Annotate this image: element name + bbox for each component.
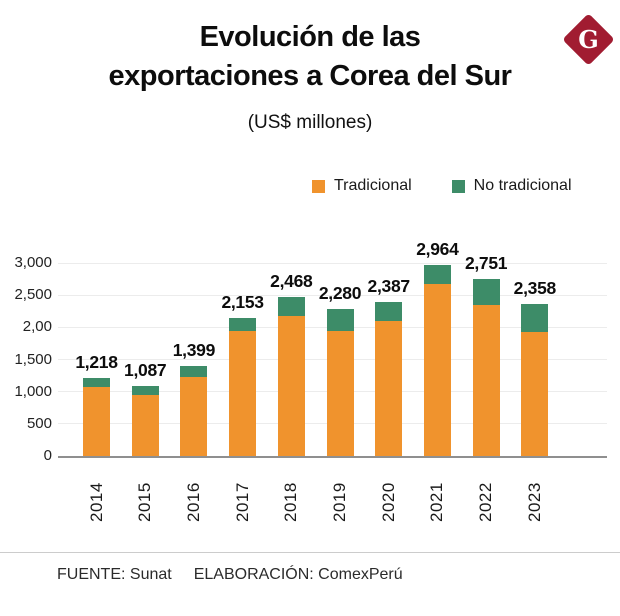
x-axis-baseline bbox=[58, 456, 607, 458]
chart-subtitle: (US$ millones) bbox=[247, 112, 373, 133]
gestion-logo: G bbox=[562, 13, 615, 66]
bar-segment-tradicional bbox=[326, 330, 354, 456]
bar-group bbox=[83, 377, 110, 456]
bar-group bbox=[277, 297, 305, 456]
bar-value-label: 2,358 bbox=[513, 278, 557, 299]
bar-segment-no-tradicional bbox=[423, 265, 451, 285]
y-axis-label: 2,00 bbox=[22, 318, 52, 336]
x-axis-label: 2019 bbox=[330, 482, 349, 522]
bar-group bbox=[472, 279, 500, 456]
page-title: Evolución de las exportaciones a Corea d… bbox=[0, 18, 620, 96]
bar-value-label: 1,399 bbox=[172, 340, 216, 360]
legend-item-tradicional: Tradicional bbox=[312, 177, 412, 195]
y-axis-label: 500 bbox=[26, 414, 52, 432]
bar-segment-tradicional bbox=[521, 332, 549, 456]
bar-value-label: 2,964 bbox=[416, 239, 459, 260]
footer-divider bbox=[0, 552, 620, 553]
legend: Tradicional No tradicional bbox=[312, 177, 572, 195]
bar-segment-tradicional bbox=[83, 386, 110, 456]
bar-segment-no-tradicional bbox=[472, 279, 500, 305]
bar-segment-tradicional bbox=[131, 394, 159, 456]
x-axis-label: 2023 bbox=[524, 482, 544, 522]
bar-group bbox=[375, 302, 403, 456]
title-line-2: exportaciones a Corea del Sur bbox=[108, 60, 512, 92]
bar-segment-no-tradicional bbox=[521, 304, 549, 333]
bar-value-label: 1,087 bbox=[124, 360, 167, 381]
bar-segment-no-tradicional bbox=[180, 366, 208, 377]
y-axis: 0 500 1,000 1,500 2,00 2,500 3,000 bbox=[0, 254, 52, 464]
legend-item-no-tradicional: No tradicional bbox=[451, 177, 572, 195]
y-axis-label: 1,500 bbox=[14, 350, 52, 368]
footer-credits: FUENTE: Sunat ELABORACIÓN: ComexPerú bbox=[57, 566, 425, 584]
x-axis-label: 2022 bbox=[476, 482, 496, 522]
bar-value-label: 1,218 bbox=[75, 351, 118, 372]
bar-group bbox=[229, 317, 257, 456]
bar-segment-tradicional bbox=[229, 330, 257, 456]
bar-group bbox=[521, 304, 549, 456]
bar-segment-no-tradicional bbox=[83, 377, 110, 387]
bar-segment-no-tradicional bbox=[131, 386, 159, 395]
y-axis-label: 3,000 bbox=[14, 254, 52, 271]
x-axis-label: 2018 bbox=[281, 482, 301, 522]
bar-segment-no-tradicional bbox=[326, 309, 354, 331]
legend-label: No tradicional bbox=[473, 177, 572, 194]
y-axis-label: 1,000 bbox=[14, 382, 52, 400]
x-axis-label: 2017 bbox=[232, 482, 252, 522]
bar-segment-no-tradicional bbox=[375, 302, 403, 321]
bar-group bbox=[131, 386, 159, 456]
bar-group bbox=[423, 265, 451, 456]
x-axis: 2014 2015 2016 2017 2018 2019 2020 2021 2022 2023 bbox=[62, 466, 606, 526]
bar-value-label: 2,751 bbox=[464, 253, 508, 274]
y-axis-label: 2,500 bbox=[14, 286, 52, 304]
legend-label: Tradicional bbox=[334, 177, 412, 194]
bar-group bbox=[326, 309, 354, 456]
x-axis-label: 2020 bbox=[378, 482, 398, 522]
no-tradicional-swatch-icon bbox=[451, 179, 465, 193]
x-axis-label: 2014 bbox=[86, 482, 106, 522]
y-gridline bbox=[58, 262, 607, 264]
bar-value-label: 2,468 bbox=[270, 271, 313, 292]
y-gridline bbox=[58, 294, 607, 296]
plot-area: 1,218 1,087 1,399 2,153 2,468 2,280 2,387 2,964… bbox=[58, 239, 607, 456]
x-axis-label: 2016 bbox=[183, 482, 203, 522]
bar-segment-tradicional bbox=[472, 304, 500, 456]
bar-segment-no-tradicional bbox=[277, 297, 305, 317]
bar-segment-tradicional bbox=[375, 320, 403, 456]
bar-segment-no-tradicional bbox=[229, 317, 257, 331]
bar-chart: 0 500 1,000 1,500 2,00 2,500 3,000 1,218 1,087 1… bbox=[0, 239, 620, 522]
bar-value-label: 2,153 bbox=[221, 291, 264, 312]
logo-letter: G bbox=[578, 25, 599, 54]
bar-value-label: 2,387 bbox=[367, 276, 411, 297]
elaboration-text: ELABORACIÓN: ComexPerú bbox=[193, 566, 403, 583]
bar-segment-tradicional bbox=[423, 284, 451, 456]
bar-value-label: 2,280 bbox=[318, 283, 362, 304]
x-axis-label: 2015 bbox=[135, 482, 155, 522]
source-text: FUENTE: Sunat bbox=[57, 566, 172, 583]
y-axis-label: 0 bbox=[43, 447, 52, 464]
bar-group bbox=[180, 366, 208, 456]
bar-segment-tradicional bbox=[180, 376, 208, 456]
title-line-1: Evolución de las bbox=[199, 21, 421, 53]
x-axis-label: 2021 bbox=[427, 482, 447, 522]
tradicional-swatch-icon bbox=[312, 179, 325, 193]
bar-segment-tradicional bbox=[277, 316, 305, 456]
